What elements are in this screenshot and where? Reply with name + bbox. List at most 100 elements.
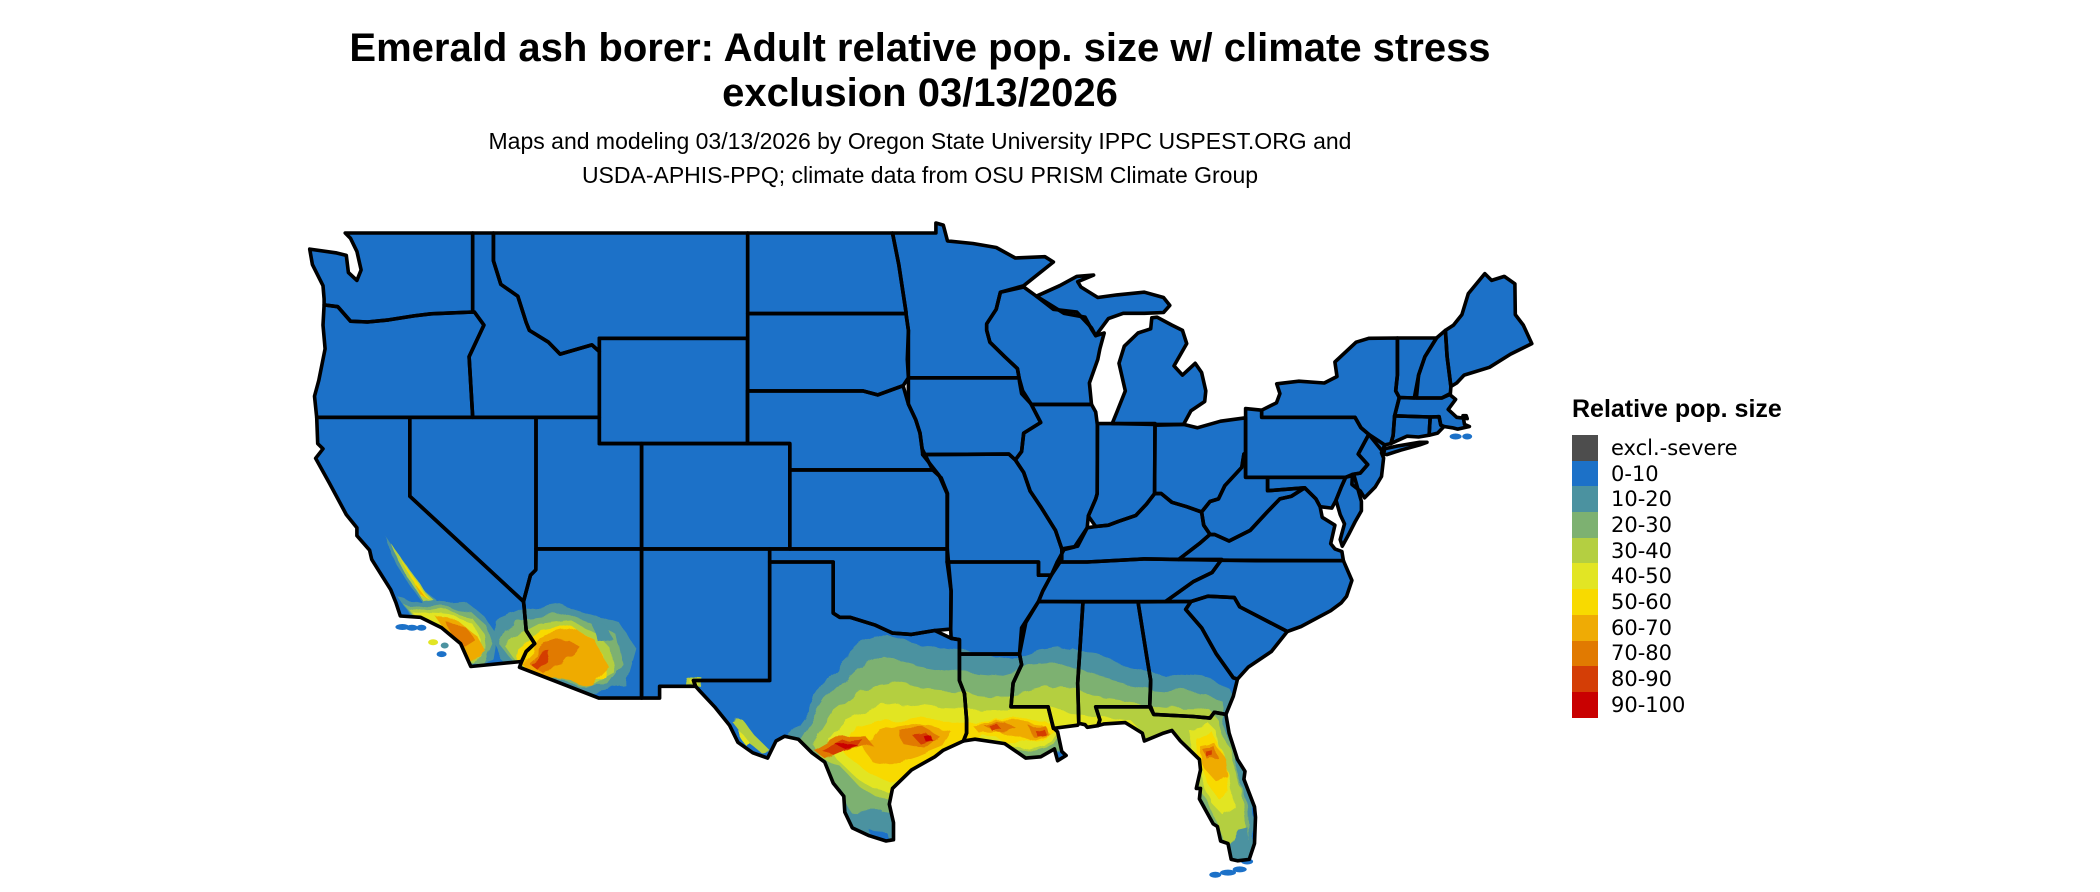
state-border-NC <box>1163 558 1354 634</box>
legend-swatch-30-40 <box>1572 537 1598 564</box>
state-border-MI <box>1110 315 1208 427</box>
figure-title: Emerald ash borer: Adult relative pop. s… <box>250 26 1590 116</box>
pop-region-80-90 <box>1034 727 1045 735</box>
island <box>1462 433 1473 440</box>
legend-item: 60-70 <box>1572 614 1782 641</box>
legend-label: excl.-severe <box>1611 435 1738 460</box>
pop-region-10-20 <box>1227 827 1252 861</box>
islands <box>395 433 1473 878</box>
state-fill-MN <box>892 223 1054 378</box>
legend-label: 70-80 <box>1611 641 1673 666</box>
legend-swatch-20-30 <box>1572 512 1598 538</box>
state-fill-OK <box>769 548 952 635</box>
state-fill-NY <box>1261 338 1400 452</box>
state-fill-OR <box>314 304 484 418</box>
island <box>428 639 439 646</box>
state-border-AZ <box>517 547 644 700</box>
legend-swatch-80-90 <box>1572 666 1598 692</box>
figure-subtitle: Maps and modeling 03/13/2026 by Oregon S… <box>250 124 1590 192</box>
legend-label: 10-20 <box>1611 487 1673 512</box>
legend-label: 80-90 <box>1611 667 1673 692</box>
legend-label: 60-70 <box>1611 615 1673 640</box>
island <box>1220 869 1236 876</box>
state-border-DMV <box>1334 473 1364 548</box>
state-fill-NC <box>1165 560 1352 632</box>
state-fill-MD <box>1267 477 1346 509</box>
pop-region-80-90 <box>528 652 552 668</box>
state-fill-SD <box>747 313 909 395</box>
state-fill-UT <box>536 417 642 549</box>
state-fill-MT <box>493 233 748 355</box>
figure-title-line1: Emerald ash borer: Adult relative pop. s… <box>349 26 1491 70</box>
state-fill-ME <box>1445 273 1532 387</box>
state-fill-NH <box>1416 330 1451 398</box>
legend-item: 20-30 <box>1572 512 1782 538</box>
legend-item: 70-80 <box>1572 640 1782 667</box>
figure-subtitle-line1: Maps and modeling 03/13/2026 by Oregon S… <box>488 128 1352 154</box>
state-fill-CO <box>641 443 790 549</box>
state-fill-PA <box>1245 408 1369 478</box>
legend-label: 90-100 <box>1611 692 1686 717</box>
legend-swatch-excl.-severe <box>1572 435 1598 461</box>
legend-item: excl.-severe <box>1572 435 1782 461</box>
pop-region-40-50 <box>735 727 751 745</box>
legend-item: 90-100 <box>1572 691 1782 718</box>
state-border-ME <box>1443 271 1534 389</box>
legend-swatch-10-20 <box>1572 486 1598 513</box>
island <box>1232 866 1247 873</box>
legend-label: 50-60 <box>1611 589 1673 614</box>
legend-swatch-0-10 <box>1572 460 1598 487</box>
state-border-WI <box>984 285 1106 407</box>
state-border-LI <box>1381 440 1429 457</box>
state-fill-MI <box>1112 317 1206 425</box>
pop-region-90-100 <box>835 743 859 751</box>
legend-item: 40-50 <box>1572 563 1782 590</box>
state-border-MIUP <box>1034 273 1172 338</box>
state-fill-ND <box>747 233 906 314</box>
legend-label: 40-50 <box>1611 564 1673 589</box>
island <box>395 624 410 630</box>
pop-region-90-100 <box>923 734 932 741</box>
legend-label: 20-30 <box>1611 512 1673 537</box>
state-fill-KS <box>789 469 948 549</box>
state-fill-RI <box>1429 416 1444 436</box>
legend-swatch-90-100 <box>1572 691 1598 718</box>
island <box>1449 433 1462 440</box>
state-fill-NE <box>747 385 933 470</box>
legend-item: 80-90 <box>1572 666 1782 692</box>
state-fill-NM <box>641 548 770 699</box>
state-fill-SC <box>1185 596 1288 680</box>
state-fill-IA <box>908 377 1041 460</box>
state-border-NJ <box>1350 432 1387 500</box>
figure-subtitle-line2: USDA-APHIS-PPQ; climate data from OSU PR… <box>581 162 1259 188</box>
island <box>436 651 447 658</box>
legend-label: 0-10 <box>1611 461 1659 486</box>
island <box>416 624 427 631</box>
state-fill-WV <box>1201 453 1305 541</box>
island <box>440 642 449 649</box>
figure-title-line2: exclusion 03/13/2026 <box>722 71 1118 115</box>
state-fill-ID <box>469 233 600 418</box>
legend-item: 30-40 <box>1572 537 1782 564</box>
legend-swatch-70-80 <box>1572 640 1598 667</box>
state-fill-IL <box>1015 404 1098 549</box>
state-fill-IN <box>1088 423 1155 527</box>
state-borders <box>307 221 1534 863</box>
state-fill-VA <box>1178 487 1344 561</box>
state-fill-WY <box>599 338 748 444</box>
state-border-TX <box>691 560 969 843</box>
pop-region-10-20 <box>587 617 616 644</box>
legend-swatch-40-50 <box>1572 563 1598 590</box>
island <box>1209 871 1222 878</box>
state-fill-KY <box>1057 493 1210 562</box>
pop-region-30-40 <box>731 717 770 753</box>
pop-region-70-80 <box>447 623 474 645</box>
state-fill-MA <box>1394 394 1470 430</box>
state-fill-CA <box>315 417 535 667</box>
state-fill-AR <box>947 562 1052 655</box>
legend: Relative pop. size excl.-severe 0-10 10-20… <box>1572 395 1782 718</box>
state-fill-DMV <box>1336 475 1362 547</box>
state-fill-NV <box>409 417 536 602</box>
